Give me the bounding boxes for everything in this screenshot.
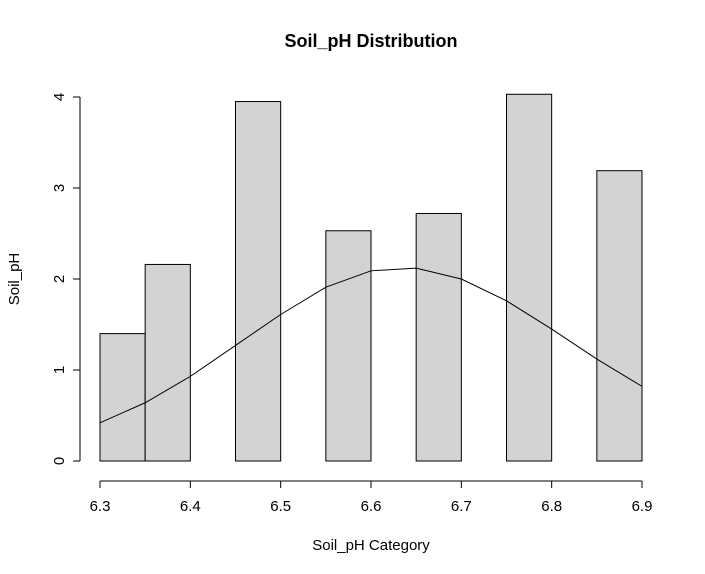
histogram-bar-5 [415, 212, 462, 462]
chart-title: Soil_pH Distribution [285, 31, 458, 51]
bars-layer [99, 93, 643, 462]
histogram-bar-1 [99, 333, 146, 462]
density-curve-layer [99, 267, 643, 424]
y-tick-label: 3 [51, 184, 68, 192]
y-tick-label: 4 [51, 93, 68, 101]
x-tick-label: 6.5 [270, 498, 291, 515]
histogram-bar-2 [144, 263, 191, 462]
x-tick-label: 6.9 [632, 498, 653, 515]
x-tick-label: 6.7 [451, 498, 472, 515]
x-tick-label: 6.4 [180, 498, 201, 515]
x-axis: 6.3 6.4 6.5 6.6 6.7 6.8 6.9 [90, 480, 653, 515]
x-axis-label: Soil_pH Category [312, 537, 430, 554]
y-axis: 0 1 2 3 4 [51, 93, 81, 465]
y-tick-label: 2 [51, 275, 68, 283]
histogram-bar-7 [596, 170, 643, 462]
histogram-bar-4 [325, 230, 372, 462]
x-tick-label: 6.3 [90, 498, 111, 515]
histogram-bar-3 [235, 101, 282, 462]
y-tick-label: 1 [51, 366, 68, 374]
x-tick-label: 6.8 [541, 498, 562, 515]
y-axis-label: Soil_pH [6, 253, 23, 306]
x-tick-label: 6.6 [361, 498, 382, 515]
histogram-bar-6 [506, 93, 553, 462]
density-curve [99, 267, 643, 424]
y-tick-label: 0 [51, 457, 68, 465]
